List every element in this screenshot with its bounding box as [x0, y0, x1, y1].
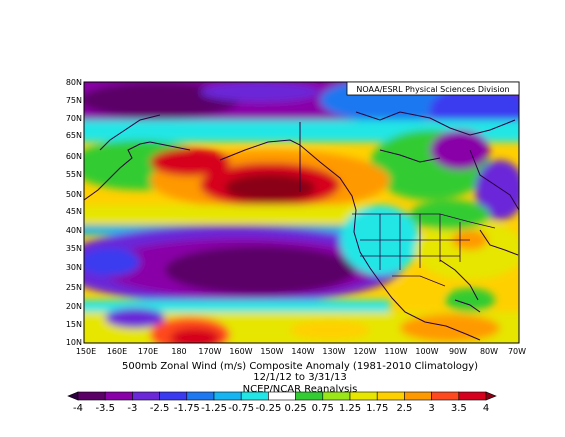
colorbar-swatch [77, 391, 106, 401]
colorbar-label: 1.75 [366, 403, 388, 414]
colorbar-label: -0.25 [255, 403, 281, 414]
lat-label: 60N [66, 152, 82, 161]
credit-text: NOAA/ESRL Physical Sciences Division [356, 85, 509, 94]
colorbar-swatch [485, 391, 497, 401]
colorbar-label: -2.5 [150, 403, 170, 414]
colorbar-label: -4 [73, 403, 83, 414]
colorbar-swatch [322, 391, 351, 401]
lon-label: 170W [198, 347, 221, 356]
colorbar-label: 0.25 [284, 403, 306, 414]
colorbar-label: -3.5 [95, 403, 115, 414]
lat-label: 25N [66, 283, 82, 292]
colorbar-label: 3.5 [451, 403, 467, 414]
colorbar-swatch [268, 391, 296, 401]
colorbar-swatch [104, 391, 133, 401]
colorbar-label: -3 [127, 403, 137, 414]
lat-label: 45N [66, 207, 82, 216]
caption-dates: 12/1/12 to 3/31/13 [253, 372, 347, 383]
lon-label: 70W [508, 347, 526, 356]
lat-label: 20N [66, 302, 82, 311]
colorbar-labels: -4 -3.5 -3 -2.5 -1.75 -1.25 -0.75 -0.25 0.25 0.75… [73, 403, 489, 414]
colorbar-swatch [431, 391, 460, 401]
coastlines [84, 111, 519, 341]
lon-label: 100W [415, 347, 438, 356]
map-caption: 500mb Zonal Wind (m/s) Composite Anomaly… [122, 361, 478, 395]
colorbar-label: 2.5 [396, 403, 412, 414]
credit-box: NOAA/ESRL Physical Sciences Division [346, 81, 520, 96]
longitude-labels: 150E 160E 170E 180 170W 160W 150W 140W 1… [76, 347, 526, 356]
colorbar-swatch [132, 391, 160, 401]
colorbar-label: -1.75 [174, 403, 200, 414]
lat-label: 30N [66, 263, 82, 272]
colorbar-swatch [67, 391, 79, 401]
caption-title: 500mb Zonal Wind (m/s) Composite Anomaly… [122, 361, 478, 372]
lat-label: 40N [66, 226, 82, 235]
colorbar-swatch [186, 391, 215, 401]
colorbar-label: -1.25 [201, 403, 227, 414]
lon-label: 110W [384, 347, 407, 356]
lat-label: 70N [66, 114, 82, 123]
lon-label: 160E [107, 347, 127, 356]
lon-label: 140W [291, 347, 314, 356]
colorbar-swatch [295, 391, 324, 401]
colorbar: -4 -3.5 -3 -2.5 -1.75 -1.25 -0.75 -0.25 0.25 0.75… [67, 391, 497, 414]
lat-label: 50N [66, 190, 82, 199]
lon-label: 170E [138, 347, 158, 356]
colorbar-swatch [349, 391, 378, 401]
colorbar-swatch [213, 391, 242, 401]
colorbar-swatch [240, 391, 269, 401]
map-frame [83, 81, 520, 344]
colorbar-label: -0.75 [228, 403, 254, 414]
lat-label: 65N [66, 131, 82, 140]
colorbar-swatches [67, 391, 497, 401]
lon-label: 150E [76, 347, 96, 356]
colorbar-label: 3 [428, 403, 434, 414]
anomaly-map [84, 82, 519, 343]
latitude-labels: 80N 75N 70N 65N 60N 55N 50N 45N 40N 35N … [66, 78, 82, 347]
colorbar-label: 0.75 [312, 403, 334, 414]
colorbar-swatch [376, 391, 405, 401]
caption-source: NCEP/NCAR Reanalysis [243, 384, 358, 395]
lat-label: 75N [66, 96, 82, 105]
lon-label: 80W [480, 347, 498, 356]
lon-label: 120W [353, 347, 376, 356]
political-borders [352, 213, 496, 287]
colorbar-swatch [404, 391, 432, 401]
lon-label: 180 [171, 347, 186, 356]
lon-label: 90W [449, 347, 467, 356]
colorbar-swatch [458, 391, 487, 401]
colorbar-label: 4 [483, 403, 489, 414]
lon-label: 150W [260, 347, 283, 356]
lat-label: 55N [66, 170, 82, 179]
lat-label: 10N [66, 338, 82, 347]
lon-label: 130W [322, 347, 345, 356]
lon-label: 160W [229, 347, 252, 356]
colorbar-swatch [159, 391, 188, 401]
lat-label: 15N [66, 320, 82, 329]
lat-label: 35N [66, 244, 82, 253]
lat-label: 80N [66, 78, 82, 87]
colorbar-label: 1.25 [339, 403, 361, 414]
